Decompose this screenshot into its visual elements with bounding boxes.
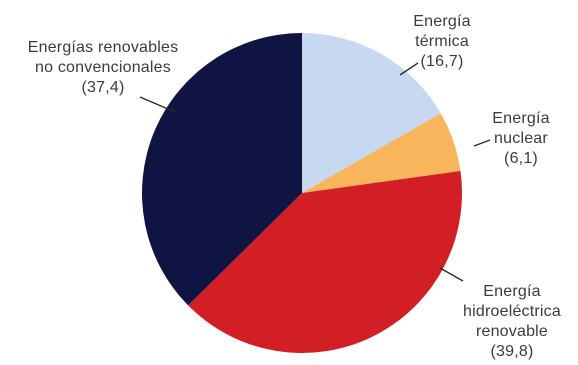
slice-label-line: nuclear [494,130,548,147]
leader-lines-layer [139,62,491,282]
slice-label-line: Energía [413,13,470,30]
slice-label-line: (16,7) [421,53,464,70]
leader-line-termica [399,62,419,76]
slice-label-line: Energía [492,110,549,127]
pie-slice-nuclear [302,113,461,193]
slice-label-line: no convencionales [35,59,171,76]
slices-layer [141,33,462,353]
slice-label-hidro: Energía hidroeléctrica renovable (39,8) [463,283,561,360]
slice-label-line: térmica [415,33,469,50]
pie-slice-termica [302,33,441,193]
slice-label-line: (39,8) [491,343,534,360]
slice-label-line: (37,4) [82,79,125,96]
leader-line-nuclear [473,139,491,147]
slice-label-line: (6,1) [504,150,538,167]
slice-label-line: Energía [483,283,540,300]
pie-slice-hidro [188,170,462,353]
slice-label-renovables: Energías renovables no convencionales (37,… [28,39,179,96]
leader-line-hidro [439,267,464,282]
slice-label-termica: Energía térmica (16,7) [413,13,470,70]
leader-line-renovables [139,96,176,113]
labels-layer: Energía térmica (16,7)Energía nuclear (6,1)E… [28,13,561,360]
slice-label-nuclear: Energía nuclear (6,1) [492,110,549,167]
pie-slice-renovables [141,33,302,306]
slice-label-line: Energías renovables [28,39,179,56]
slice-label-line: hidroeléctrica [463,303,561,320]
slice-label-line: renovable [476,323,548,340]
